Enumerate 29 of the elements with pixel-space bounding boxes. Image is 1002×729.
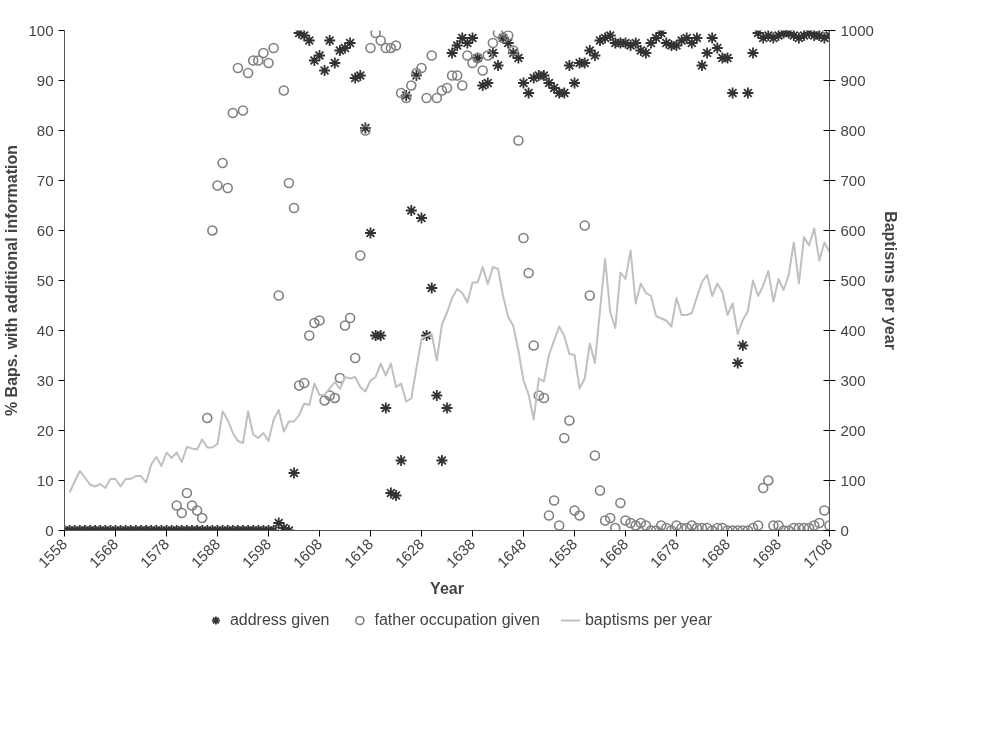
y-tick-label: 90 [36,71,54,89]
y-axis-title: % Baps. with additional information [3,144,21,417]
y2-tick-label: 700 [840,171,866,189]
y2-axis-title: Baptisms per year [881,211,899,350]
y-tick-label: 20 [36,421,54,439]
y-tick-label: 100 [28,21,54,39]
y-tick-label: 30 [36,371,54,389]
y2-tick-label: 400 [840,321,866,339]
y2-tick-label: 1000 [840,21,874,39]
y2-tick-label: 100 [840,471,866,489]
y2-tick-label: 500 [840,271,866,289]
y-tick-label: 0 [45,521,54,539]
y2-tick-label: 200 [840,421,866,439]
y-tick-label: 10 [36,471,54,489]
legend-label: father occupation given [374,611,540,629]
y2-tick-label: 900 [840,71,866,89]
x-axis-title: Year [430,580,464,598]
y-tick-label: 40 [36,321,54,339]
y-tick-label: 80 [36,121,54,139]
y2-tick-label: 300 [840,371,866,389]
y2-tick-label: 800 [840,121,866,139]
legend-label: baptisms per year [584,611,713,629]
y2-tick-label: 600 [840,221,866,239]
y2-tick-label: 0 [840,521,849,539]
y-tick-label: 50 [36,271,54,289]
y-tick-label: 70 [36,171,54,189]
legend-label: address given [229,611,330,629]
y-tick-label: 60 [36,221,54,239]
line-series [68,227,830,494]
